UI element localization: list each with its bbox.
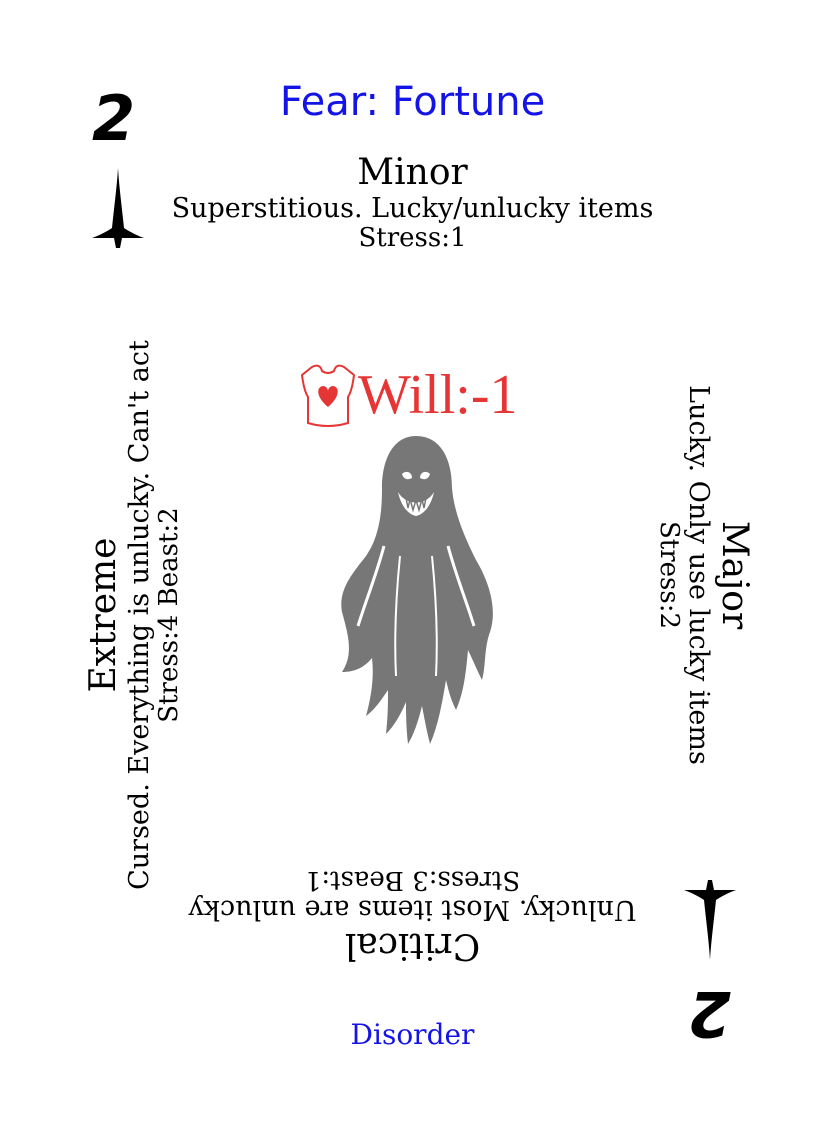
card-footer: Disorder (350, 1018, 475, 1051)
level-stats: Stress:2 (653, 520, 684, 630)
rank-top-left: 2 (92, 82, 136, 155)
level-major: Major Lucky. Only use lucky items Stress… (625, 295, 755, 855)
card-title: Fear: Fortune (279, 79, 546, 125)
attribute-label: Will:-1 (358, 364, 518, 426)
level-name: Extreme (83, 537, 124, 693)
level-description: Cursed. Everything is unlucky. Can't act (124, 340, 156, 890)
attribute-will: Will:-1 (298, 360, 518, 430)
level-name: Minor (357, 152, 468, 193)
level-minor: Minor Superstitious. Lucky/unlucky items… (0, 152, 825, 254)
dagger-icon (684, 880, 736, 960)
level-extreme: Extreme Cursed. Everything is unlucky. C… (83, 335, 213, 895)
level-stats: Stress:4 Beast:2 (154, 507, 185, 723)
torso-heart-icon (300, 364, 356, 427)
ghost-icon (341, 436, 493, 744)
dagger-icon (92, 168, 144, 248)
level-description: Superstitious. Lucky/unlucky items (171, 193, 654, 225)
level-name: Major (714, 520, 755, 630)
level-description: Lucky. Only use lucky items (682, 385, 714, 765)
level-stats: Stress:1 (358, 223, 467, 254)
